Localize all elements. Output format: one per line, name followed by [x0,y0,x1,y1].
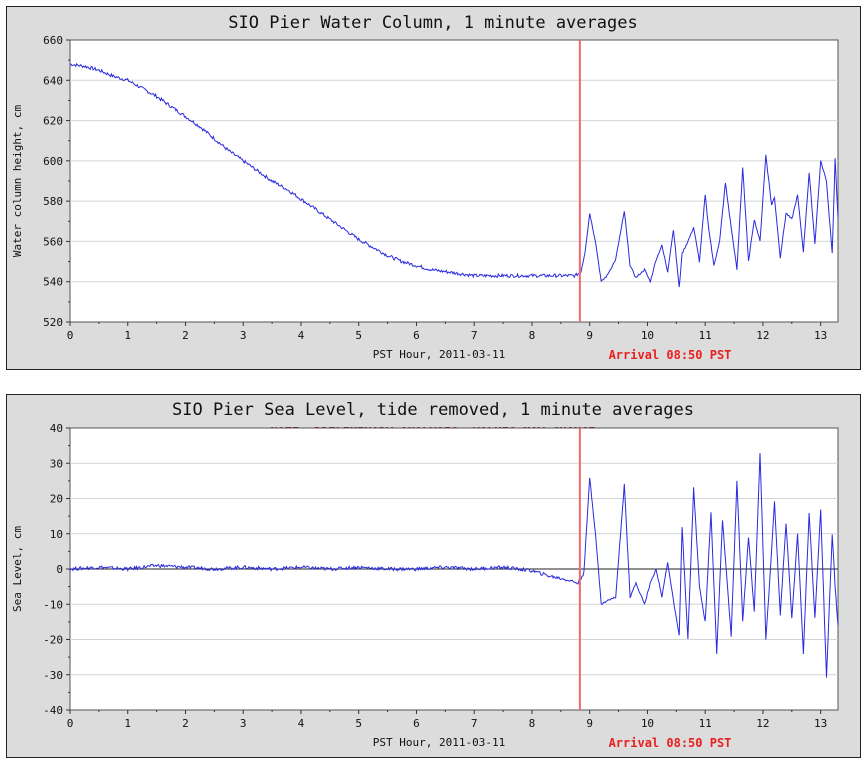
x-tick-label: 11 [699,717,712,730]
x-tick-label: 9 [586,717,593,730]
x-tick-label: 5 [355,717,362,730]
x-tick-label: 4 [298,329,305,342]
x-tick-label: 6 [413,329,420,342]
x-tick-label: 10 [641,717,654,730]
x-tick-label: 3 [240,717,247,730]
plot-area [69,39,839,323]
x-tick-label: 1 [124,717,131,730]
y-axis-label: Water column height, cm [11,104,24,257]
x-tick-label: 8 [529,717,536,730]
x-tick-label: 12 [756,717,769,730]
x-tick-label: 13 [814,717,827,730]
y-tick-label: 660 [43,34,63,47]
x-axis-label: PST Hour, 2011-03-11 [373,348,505,361]
x-tick-label: 13 [814,329,827,342]
sea-level-chart: SIO Pier Sea Level, tide removed, 1 minu… [11,400,839,750]
y-tick-label: 540 [43,276,63,289]
x-tick-label: 0 [67,329,74,342]
y-tick-label: -10 [43,598,63,611]
x-tick-label: 5 [355,329,362,342]
y-tick-label: 0 [56,563,63,576]
y-tick-label: 20 [50,493,63,506]
y-tick-label: 520 [43,316,63,329]
x-tick-label: 2 [182,329,189,342]
x-tick-label: 3 [240,329,247,342]
chart-title: SIO Pier Water Column, 1 minute averages [228,13,637,33]
y-tick-label: -20 [43,634,63,647]
x-tick-label: 4 [298,717,305,730]
x-tick-label: 7 [471,329,478,342]
y-tick-label: -30 [43,669,63,682]
x-tick-label: 12 [756,329,769,342]
y-tick-label: 40 [50,422,63,435]
y-tick-label: 640 [43,74,63,87]
x-tick-label: 10 [641,329,654,342]
x-tick-label: 6 [413,717,420,730]
x-tick-label: 2 [182,717,189,730]
y-tick-label: 560 [43,235,63,248]
x-tick-label: 0 [67,717,74,730]
sea-level-chart-panel: SIO Pier Sea Level, tide removed, 1 minu… [6,394,861,758]
series-line [69,452,839,678]
x-axis-label: PST Hour, 2011-03-11 [373,736,505,749]
water-column-chart-panel: SIO Pier Water Column, 1 minute averages… [6,6,861,370]
y-tick-label: 30 [50,457,63,470]
y-axis-label: Sea Level, cm [11,526,24,612]
y-tick-label: 600 [43,155,63,168]
x-tick-label: 9 [586,329,593,342]
arrival-label: Arrival 08:50 PST [609,736,732,750]
y-tick-label: 10 [50,528,63,541]
x-tick-label: 7 [471,717,478,730]
x-tick-label: 11 [699,329,712,342]
arrival-label: Arrival 08:50 PST [609,348,732,362]
y-tick-label: 620 [43,115,63,128]
x-tick-label: 1 [124,329,131,342]
series-line [69,62,839,288]
y-tick-label: 580 [43,195,63,208]
x-tick-label: 8 [529,329,536,342]
chart-title: SIO Pier Sea Level, tide removed, 1 minu… [172,400,694,420]
water-column-chart: SIO Pier Water Column, 1 minute averages… [11,13,839,362]
y-tick-label: -40 [43,704,63,717]
